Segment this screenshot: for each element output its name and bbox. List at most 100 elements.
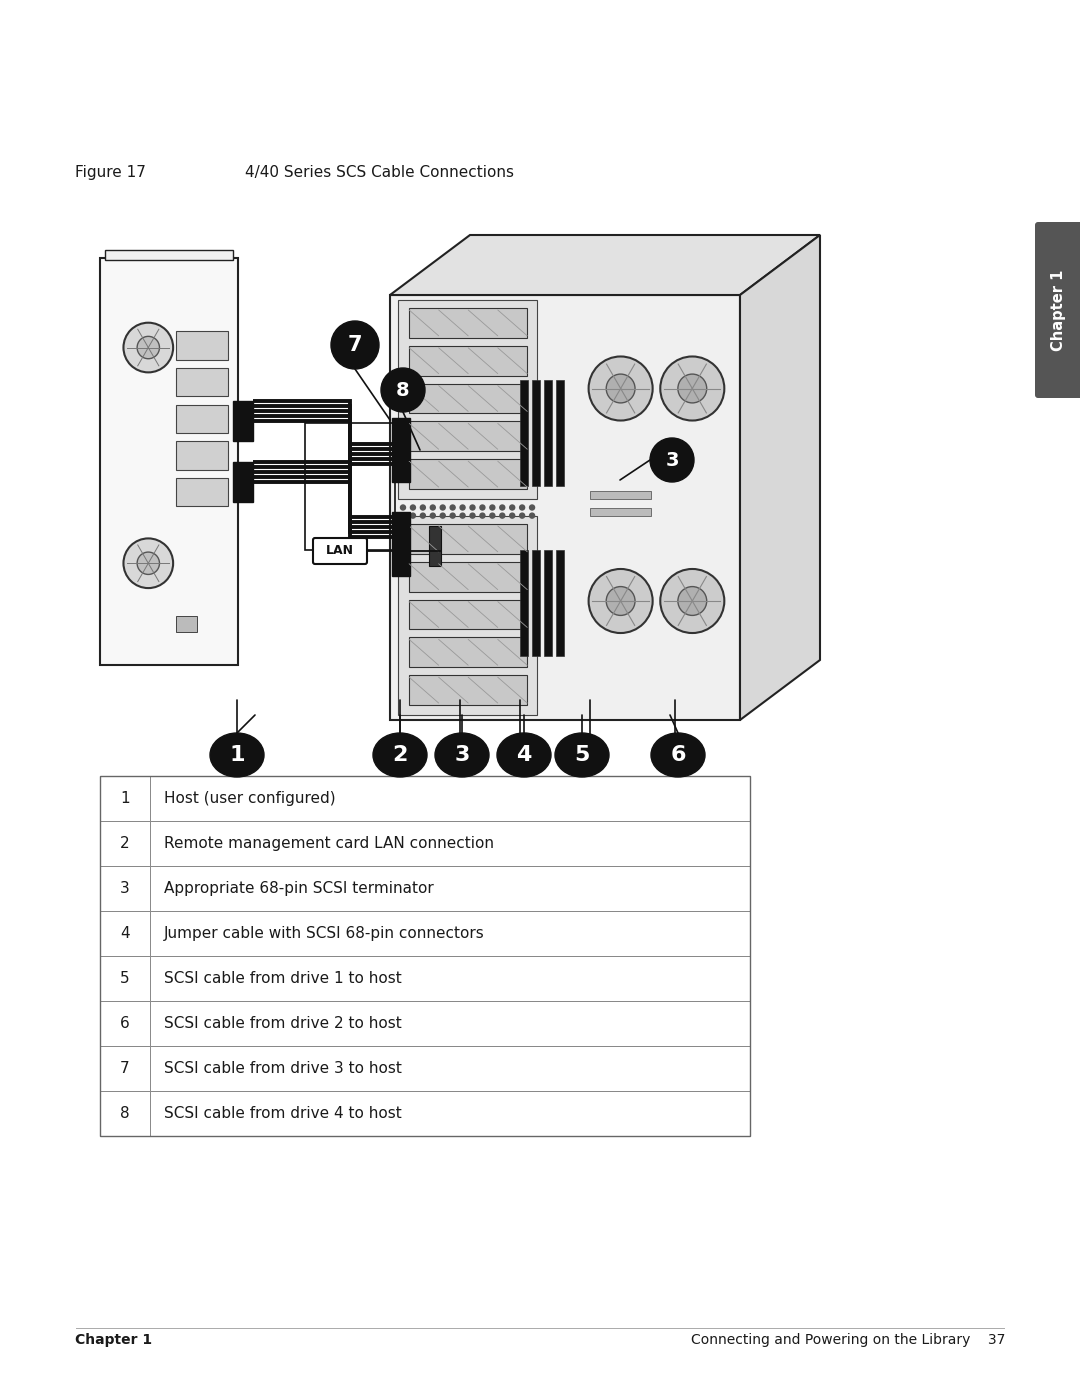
Circle shape [460,513,465,518]
Text: Figure 17: Figure 17 [75,165,146,180]
Bar [590,490,651,499]
Text: SCSI cable from drive 1 to host: SCSI cable from drive 1 to host [164,971,402,986]
Bar [409,599,527,630]
Circle shape [410,513,416,518]
Circle shape [678,587,706,616]
Circle shape [441,513,445,518]
Text: 5: 5 [120,971,130,986]
Polygon shape [390,235,820,295]
Circle shape [330,321,379,369]
Text: 3: 3 [120,882,130,895]
Circle shape [519,504,525,510]
Circle shape [500,513,504,518]
Text: 2: 2 [120,835,130,851]
Ellipse shape [497,733,551,777]
Bar [100,1002,150,1046]
Circle shape [490,504,495,510]
Bar [105,250,233,260]
Bar [100,1046,750,1091]
Bar [100,775,750,821]
Circle shape [470,513,475,518]
Bar [556,550,565,657]
Text: 1: 1 [120,791,130,806]
Ellipse shape [210,733,264,777]
Bar [521,380,528,486]
Circle shape [529,504,535,510]
Bar [521,550,528,657]
Bar [100,1091,150,1136]
Bar [100,821,750,866]
Text: SCSI cable from drive 4 to host: SCSI cable from drive 4 to host [164,1106,402,1120]
Circle shape [519,513,525,518]
Text: 5: 5 [575,745,590,766]
FancyBboxPatch shape [1035,222,1080,398]
Circle shape [606,587,635,616]
Text: SCSI cable from drive 2 to host: SCSI cable from drive 2 to host [164,1016,402,1031]
Ellipse shape [435,733,489,777]
Bar [100,911,150,956]
Circle shape [430,513,435,518]
Circle shape [123,538,173,588]
Bar [390,295,740,719]
Bar [392,511,410,576]
Bar [176,478,228,506]
Circle shape [480,513,485,518]
Text: 2: 2 [392,745,407,766]
Ellipse shape [651,733,705,777]
Text: Connecting and Powering on the Library    37: Connecting and Powering on the Library 3… [690,1333,1005,1347]
Text: Host (user configured): Host (user configured) [164,791,336,806]
Bar [532,550,540,657]
Circle shape [410,504,416,510]
Bar [544,550,552,657]
Text: 4: 4 [516,745,531,766]
Circle shape [510,504,515,510]
Bar [409,675,527,705]
Circle shape [450,504,455,510]
Bar [409,524,527,553]
Circle shape [650,439,694,482]
Bar [409,422,527,451]
Circle shape [500,504,504,510]
Bar [392,418,410,482]
Bar [409,346,527,376]
Circle shape [660,569,725,633]
Circle shape [606,374,635,402]
Bar [233,462,253,502]
Bar [100,1091,750,1136]
Text: Chapter 1: Chapter 1 [1052,270,1067,351]
Circle shape [441,504,445,510]
Bar [429,525,441,566]
Bar [100,956,750,1002]
Bar [233,401,253,441]
Text: 8: 8 [120,1106,130,1120]
Bar [544,380,552,486]
Text: 1: 1 [229,745,245,766]
Circle shape [430,504,435,510]
Bar [176,441,228,469]
Ellipse shape [373,733,427,777]
Bar [100,866,150,911]
Circle shape [450,513,455,518]
Circle shape [381,367,426,412]
Bar [409,637,527,668]
Text: 4/40 Series SCS Cable Connections: 4/40 Series SCS Cable Connections [245,165,514,180]
Text: SCSI cable from drive 3 to host: SCSI cable from drive 3 to host [164,1060,402,1076]
Circle shape [420,513,426,518]
Circle shape [460,504,465,510]
Text: LAN: LAN [326,545,354,557]
Bar [305,422,395,550]
FancyBboxPatch shape [313,538,367,564]
Circle shape [420,504,426,510]
Bar [590,507,651,515]
Bar [100,1046,150,1091]
Bar [409,460,527,489]
Bar [100,258,238,665]
Bar [399,515,537,715]
Circle shape [589,569,652,633]
Bar [556,380,565,486]
Bar [100,775,750,1136]
Bar [532,380,540,486]
Text: 3: 3 [455,745,470,766]
Circle shape [401,513,405,518]
Text: 3: 3 [665,450,678,469]
